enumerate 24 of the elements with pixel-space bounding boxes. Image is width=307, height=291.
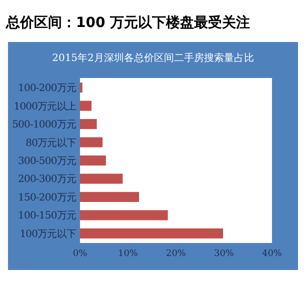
bar	[80, 119, 97, 130]
bar	[80, 228, 224, 238]
bar	[80, 137, 103, 148]
y-tick-label: 300-500万元	[18, 156, 76, 167]
chart-subtitle: 2015年2月深圳各总价区间二手房搜索量占比	[52, 52, 254, 64]
chart-title: 总价区间：100 万元以下楼盘最受关注	[5, 14, 250, 31]
y-tick-label: 150-200万元	[18, 192, 76, 204]
y-tick-label: 100-150万元	[18, 210, 76, 222]
y-tick-label: 80万元以下	[26, 136, 76, 149]
bar	[80, 100, 92, 111]
bar	[80, 192, 140, 202]
x-tick-label: 30%	[214, 249, 234, 259]
x-tick-label: 40%	[262, 249, 282, 259]
bar	[80, 210, 168, 220]
y-tick-label: 500-1000万元	[12, 120, 76, 131]
bar	[80, 155, 106, 166]
y-tick-label: 1000万元以上	[14, 100, 76, 112]
x-tick-label: 10%	[118, 249, 138, 259]
y-tick-label: 100-200万元	[18, 83, 76, 94]
x-tick-label: 0%	[72, 249, 88, 259]
y-tick-label: 100万元以下	[20, 228, 76, 240]
y-tick-label: 200-300万元	[18, 174, 76, 186]
bar	[80, 174, 123, 184]
x-tick-label: 20%	[166, 249, 186, 259]
